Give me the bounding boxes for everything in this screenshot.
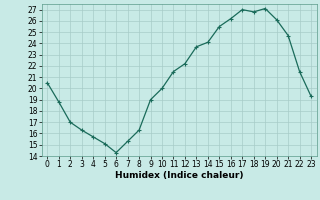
X-axis label: Humidex (Indice chaleur): Humidex (Indice chaleur) bbox=[115, 171, 244, 180]
